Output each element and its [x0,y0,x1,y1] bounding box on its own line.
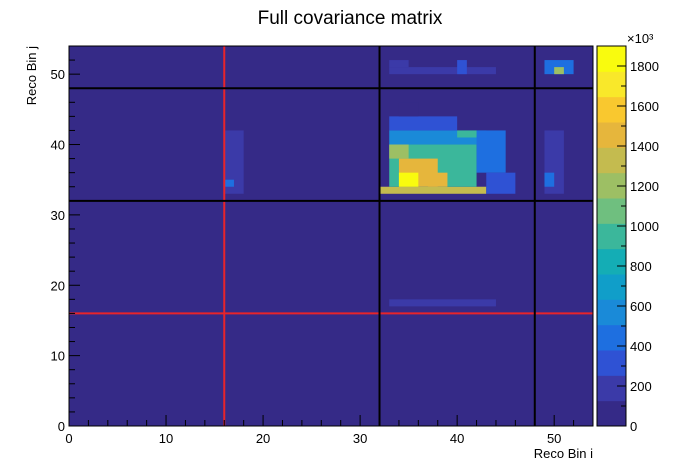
colorbar-segment [597,324,626,351]
x-axis: 0 10 20 30 40 50 [65,415,594,446]
heatmap-cell [398,172,419,187]
x-tick-label: 10 [159,431,173,446]
colorbar-tick-label: 1600 [630,99,659,114]
x-tick-label: 20 [256,431,270,446]
heatmap-cell [389,144,409,159]
x-tick-label: 50 [547,431,561,446]
colorbar-segment [597,375,626,402]
heatmap-cell [224,130,244,194]
heatmap-cell [389,67,496,75]
heatmap-cell [457,60,467,75]
colorbar-tick-label: 1000 [630,219,659,234]
colorbar-segment [597,71,626,98]
plot-frame [68,45,594,427]
heatmap-cell [379,186,487,194]
x-tick-label: 30 [353,431,367,446]
colorbar-tick-label: 1200 [630,179,659,194]
colorbar-segment [597,299,626,326]
colorbar-segment [597,198,626,224]
heatmap-cell [544,172,555,187]
colorbar-tick-label: 200 [630,379,652,394]
y-tick-label: 40 [51,138,65,153]
heatmap-cell [398,102,419,117]
colorbar-tick-label: 1800 [630,59,659,74]
heatmap-cell [476,130,506,173]
x-axis-label: Reco Bin i [534,446,593,461]
heatmap-cell [389,299,496,307]
colorbar-segment [597,147,626,174]
colorbar-tick-label: 1400 [630,139,659,154]
heatmap-cell [389,116,458,131]
heatmap-cell [428,172,448,187]
colorbar-tick-label: 600 [630,299,652,314]
y-axis-label: Reco Bin j [24,46,39,105]
heatmap-cell [224,179,234,187]
block-boundary-lines [69,46,593,426]
colorbar-segment [597,96,626,123]
heatmap-cell [486,172,516,194]
y-tick-label: 30 [51,208,65,223]
colorbar-segment [597,46,626,72]
colorbar-multiplier: ×10³ [627,31,654,46]
colorbar-segment [597,350,626,376]
colorbar-tick-label: 0 [630,419,637,434]
colorbar-frame [596,45,627,427]
colorbar-tick-label: 400 [630,339,652,354]
y-tick-label: 50 [51,67,65,82]
heatmap-cell [457,130,477,138]
x-tick-label: 40 [450,431,464,446]
colorbar-segment [597,223,626,250]
y-tick-label: 10 [51,349,65,364]
colorbar-segment [597,274,626,300]
heatmap-cell [389,60,409,68]
y-tick-label: 0 [58,419,65,434]
colorbar-segment [597,400,626,427]
heatmap-cell [554,67,564,75]
y-tick-label: 20 [51,278,65,293]
heatmap-cells [69,46,593,426]
colorbar: 0 200 400 600 800 1000 1200 1400 1600 1800 [596,45,659,434]
chart-title: Full covariance matrix [258,8,443,29]
x-tick-label: 0 [65,431,72,446]
heatmap-background [69,46,593,426]
colorbar-tick-label: 800 [630,259,652,274]
colorbar-segment [597,248,626,275]
y-axis: 0 10 20 30 40 50 [51,45,80,434]
